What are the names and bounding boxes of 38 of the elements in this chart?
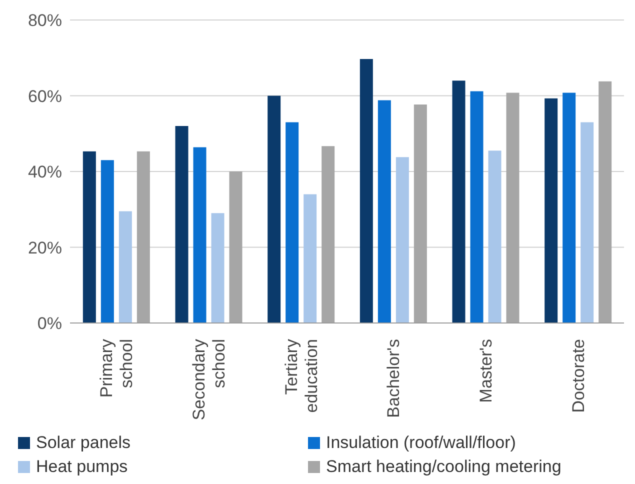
bar [360, 59, 373, 323]
bar [286, 122, 299, 323]
bar [82, 151, 96, 323]
bar [488, 150, 502, 323]
legend-label: Heat pumps [36, 457, 128, 477]
bar [118, 211, 132, 323]
bar [175, 126, 188, 323]
bar [100, 160, 114, 323]
y-tick-label: 20% [28, 238, 62, 258]
bar [598, 81, 612, 323]
bar [322, 146, 335, 323]
x-tick-label: Doctorate [568, 339, 588, 413]
bar [452, 80, 466, 323]
bar [304, 194, 317, 323]
y-tick-label: 60% [28, 86, 62, 106]
bar [193, 147, 206, 323]
bar [211, 213, 224, 323]
bar [396, 157, 409, 323]
bar [562, 92, 576, 323]
legend-label: Smart heating/cooling metering [326, 457, 562, 477]
legend-label: Solar panels [36, 433, 131, 453]
y-tick-label: 40% [28, 162, 62, 182]
y-tick-label: 0% [37, 314, 62, 334]
x-tick-label: Primary school [97, 338, 136, 398]
bar [470, 91, 484, 323]
bar [378, 100, 391, 323]
bar [580, 122, 594, 323]
y-tick-label: 80% [28, 11, 62, 30]
x-tick-label: Bachelor's [384, 339, 404, 418]
x-tick-label: Secondary school [190, 338, 228, 420]
bar [506, 92, 520, 323]
legend-label: Insulation (roof/wall/floor) [326, 433, 516, 453]
bar [414, 104, 427, 323]
bar [229, 172, 242, 323]
bar [268, 96, 281, 323]
x-tick-label: Master's [476, 339, 496, 403]
bar [544, 98, 558, 323]
bar [136, 151, 150, 323]
